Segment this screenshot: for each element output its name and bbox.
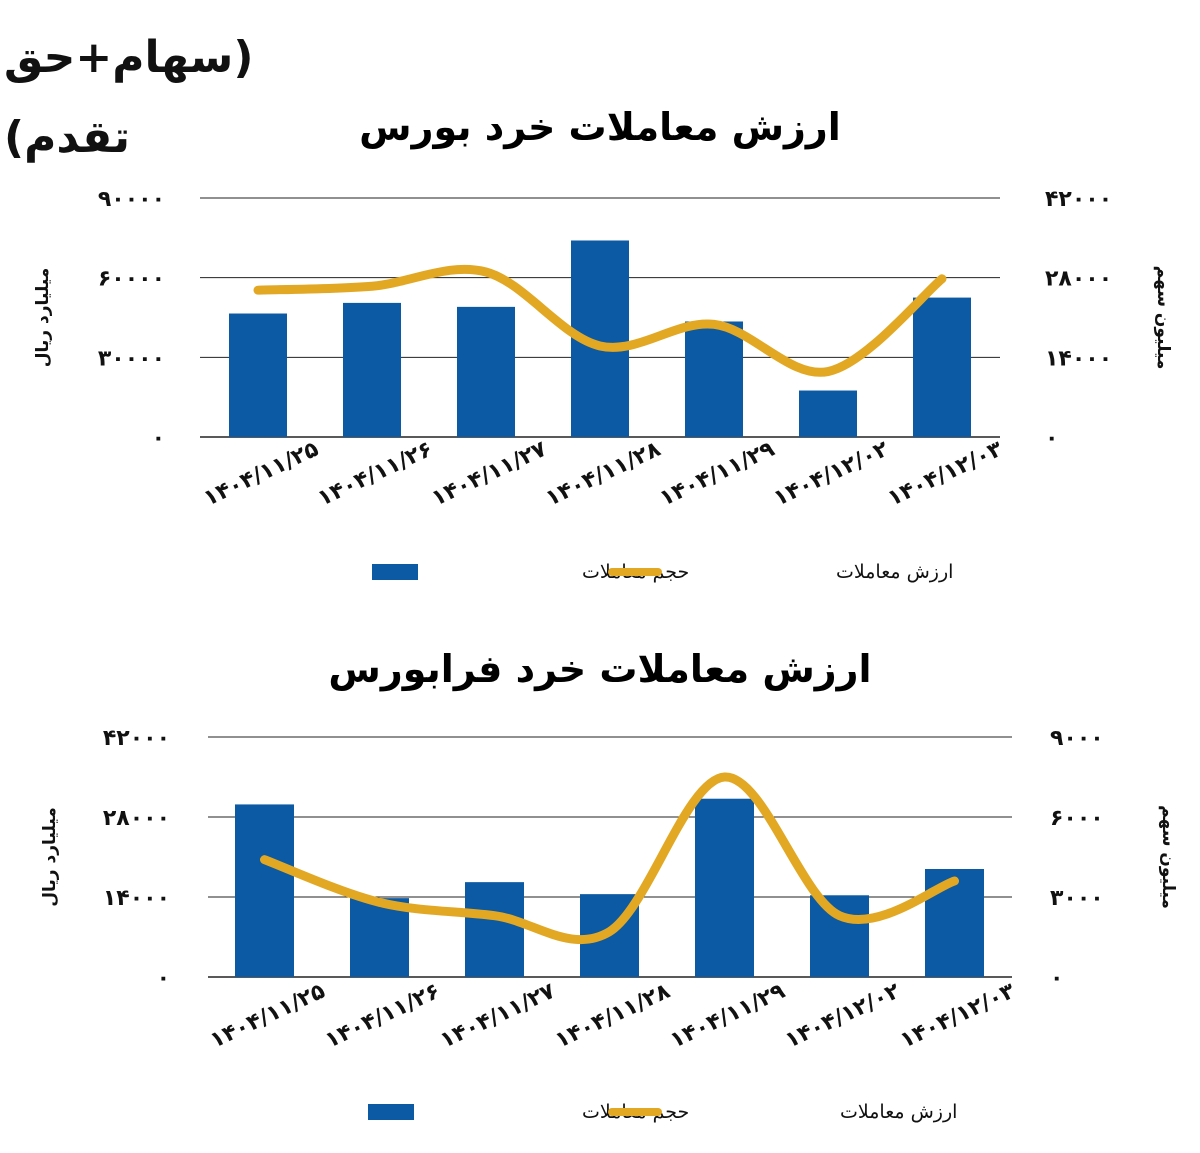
left-axis-tick-label: ۲۸۰۰۰ bbox=[103, 806, 170, 831]
chart-bourse-svg: ارزش معاملات خرد بورس ۹۰۰۰۰ ۴۲۰۰۰ ۶۰۰۰۰ ۲۸۰۰… bbox=[33, 105, 1173, 583]
chart-bourse: ارزش معاملات خرد بورس ۹۰۰۰۰ ۴۲۰۰۰ ۶۰۰۰۰ ۲۸۰۰… bbox=[0, 100, 1200, 600]
x-axis-tick-label: ۱۴۰۴/۱۲/۰۳ bbox=[897, 978, 1020, 1053]
x-axis-tick-label: ۱۴۰۴/۱۱/۲۷ bbox=[437, 978, 560, 1053]
bar bbox=[235, 804, 294, 977]
bar bbox=[685, 321, 743, 437]
legend-bar-swatch bbox=[368, 1104, 414, 1120]
left-axis-title: میلیارد ریال bbox=[33, 268, 53, 367]
right-axis-tick-label: ۹۰۰۰ bbox=[1050, 726, 1104, 751]
chart-title: ارزش معاملات خرد بورس bbox=[359, 105, 841, 149]
legend-line-label: ارزش معاملات bbox=[836, 561, 953, 583]
x-axis-tick-label: ۱۴۰۴/۱۱/۲۶ bbox=[322, 979, 444, 1054]
line-series bbox=[260, 772, 959, 945]
x-axis-tick-label: ۱۴۰۴/۱۱/۲۹ bbox=[656, 437, 778, 512]
left-axis-tick-label: ۱۴۰۰۰ bbox=[103, 886, 170, 911]
bar bbox=[350, 898, 409, 977]
bar bbox=[343, 302, 401, 437]
page-header-title: (سهام+حق تقدم) bbox=[4, 32, 254, 163]
bar bbox=[799, 390, 857, 437]
right-axis-tick-label: ۲۸۰۰۰ bbox=[1045, 267, 1112, 292]
left-axis-tick-label: ۶۰۰۰۰ bbox=[98, 267, 165, 292]
x-axis-tick-label: ۱۴۰۴/۱۱/۲۶ bbox=[314, 437, 436, 512]
right-axis-tick-label: ۰ bbox=[1045, 426, 1058, 451]
x-axis-tick-label: ۱۴۰۴/۱۱/۲۷ bbox=[428, 436, 551, 511]
legend-bar-swatch bbox=[372, 564, 418, 580]
right-axis-tick-label: ۴۲۰۰۰ bbox=[1045, 187, 1112, 212]
left-axis-tick-label: ۰ bbox=[157, 966, 170, 991]
bar bbox=[229, 313, 287, 437]
x-axis-tick-label: ۱۴۰۴/۱۲/۰۲ bbox=[770, 436, 893, 511]
right-axis-title: میلیون سهم bbox=[1153, 266, 1173, 370]
bar bbox=[695, 798, 754, 977]
right-axis-tick-label: ۰ bbox=[1050, 966, 1063, 991]
left-axis-title: میلیارد ریال bbox=[40, 807, 60, 906]
left-axis-tick-label: ۰ bbox=[152, 426, 165, 451]
legend-line-label: ارزش معاملات bbox=[840, 1101, 957, 1123]
chart-title: ارزش معاملات خرد فرابورس bbox=[328, 647, 871, 691]
x-axis-tick-label: ۱۴۰۴/۱۱/۲۹ bbox=[667, 979, 789, 1054]
line-series bbox=[253, 264, 947, 377]
x-axis-tick-label: ۱۴۰۴/۱۱/۲۸ bbox=[552, 978, 675, 1053]
right-axis-tick-label: ۶۰۰۰ bbox=[1050, 806, 1104, 831]
left-axis-tick-label: ۴۲۰۰۰ bbox=[103, 726, 170, 751]
right-axis-title: میلیون سهم bbox=[1158, 805, 1178, 909]
x-axis-tick-label: ۱۴۰۴/۱۱/۲۸ bbox=[542, 436, 665, 511]
left-axis-tick-label: ۳۰۰۰۰ bbox=[98, 346, 165, 371]
bar bbox=[913, 297, 971, 437]
bar bbox=[465, 882, 524, 977]
x-axis-tick-label: ۱۴۰۴/۱۱/۲۵ bbox=[207, 979, 329, 1054]
chart-farabourse-svg: ارزش معاملات خرد فرابورس ۴۲۰۰۰ ۹۰۰۰ ۲۸۰۰۰ ۶۰… bbox=[40, 647, 1178, 1123]
x-axis-tick-label: ۱۴۰۴/۱۲/۰۲ bbox=[782, 978, 905, 1053]
x-axis-tick-label: ۱۴۰۴/۱۲/۰۳ bbox=[884, 436, 1007, 511]
left-axis-tick-label: ۹۰۰۰۰ bbox=[98, 187, 165, 212]
right-axis-tick-label: ۳۰۰۰ bbox=[1050, 886, 1104, 911]
x-axis-tick-label: ۱۴۰۴/۱۱/۲۵ bbox=[200, 437, 322, 512]
bar bbox=[810, 895, 869, 977]
bar bbox=[457, 306, 515, 437]
right-axis-tick-label: ۱۴۰۰۰ bbox=[1045, 346, 1112, 371]
chart-farabourse: ارزش معاملات خرد فرابورس ۴۲۰۰۰ ۹۰۰۰ ۲۸۰۰۰ ۶۰… bbox=[0, 640, 1200, 1140]
